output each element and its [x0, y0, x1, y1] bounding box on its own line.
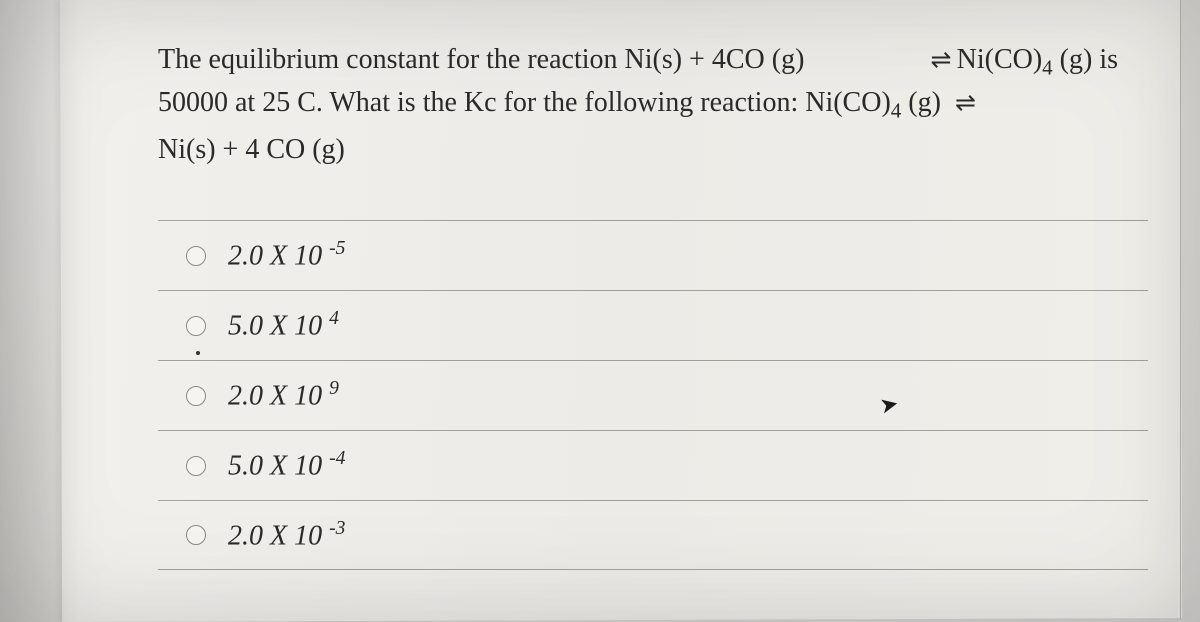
- question-stem: The equilibrium constant for the reactio…: [158, 38, 1158, 171]
- answer-options: 2.0 X 10 -5 5.0 X 10 4 2.0 X 10 9 5.0 X …: [158, 220, 1148, 570]
- question-line-3: Ni(s) + 4 CO (g): [158, 128, 1158, 171]
- option-row[interactable]: 2.0 X 10 -5: [158, 220, 1148, 290]
- equilibrium-arrow-icon: ⇌: [931, 46, 950, 74]
- option-row[interactable]: 2.0 X 10 -3: [158, 500, 1148, 570]
- equilibrium-arrow-icon: ⇌: [955, 89, 974, 117]
- question-line-1: The equilibrium constant for the reactio…: [158, 38, 1158, 81]
- option-row[interactable]: 5.0 X 10 4: [158, 290, 1148, 360]
- option-label: 2.0 X 10 9: [228, 378, 339, 412]
- question-line-1-left: The equilibrium constant for the reactio…: [158, 44, 804, 75]
- radio-icon[interactable]: [186, 246, 206, 266]
- speck-icon: [196, 351, 200, 355]
- option-row[interactable]: 5.0 X 10 -4: [158, 430, 1148, 500]
- option-label: 2.0 X 10 -5: [228, 238, 345, 272]
- option-label: 2.0 X 10 -3: [228, 518, 345, 552]
- radio-icon[interactable]: [186, 525, 206, 545]
- option-row[interactable]: 2.0 X 10 9: [158, 360, 1148, 430]
- radio-icon[interactable]: [186, 456, 206, 476]
- radio-icon[interactable]: [186, 316, 206, 336]
- question-line-2: 50000 at 25 C. What is the Kc for the fo…: [158, 81, 1158, 127]
- radio-icon[interactable]: [186, 386, 206, 406]
- option-label: 5.0 X 10 4: [228, 308, 339, 342]
- option-label: 5.0 X 10 -4: [228, 448, 345, 482]
- question-line-1-right: ⇌ Ni(CO)4 (g) is: [931, 38, 1118, 84]
